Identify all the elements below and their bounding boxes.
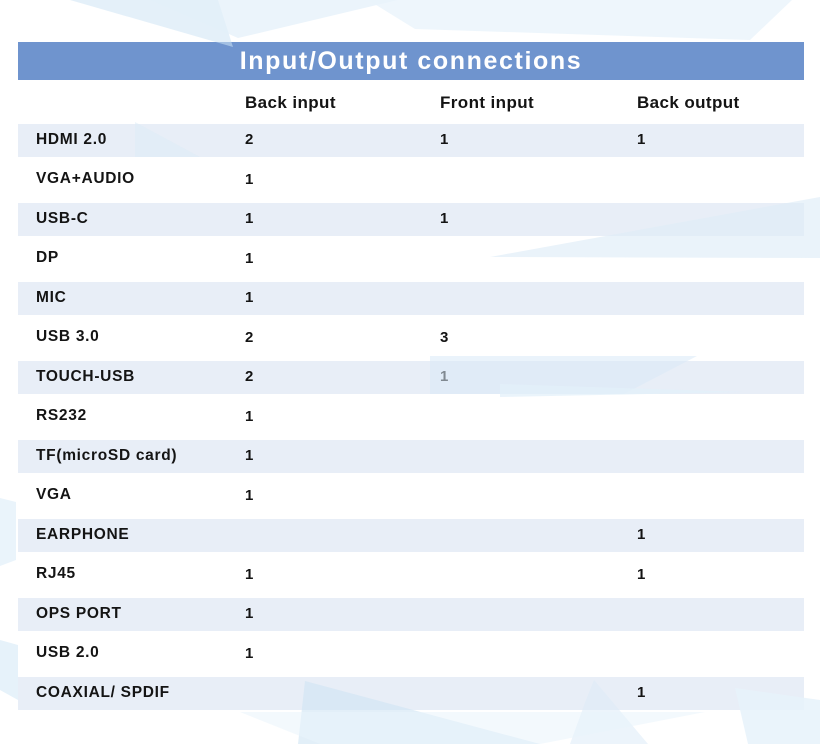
row-label: RJ45	[36, 565, 76, 583]
row-label: TOUCH-USB	[36, 367, 136, 385]
cell-back-input: 1	[245, 249, 254, 267]
watermark-triangle	[70, 0, 233, 47]
cell-back-input: 1	[245, 210, 254, 228]
row-label: OPS PORT	[36, 604, 122, 622]
column-header-back-input: Back input	[245, 93, 336, 112]
watermark-triangle	[368, 0, 792, 40]
cell-back-input: 1	[245, 170, 254, 188]
row-label: USB 2.0	[36, 644, 100, 662]
table-row: TF(microSD card) 1	[18, 436, 804, 476]
table-body: HDMI 2.0 2 1 1 VGA+AUDIO 1 USB-C 1 1 DP 1 MIC 1 USB 3…	[18, 120, 804, 713]
table-row: DP 1	[18, 239, 804, 279]
cell-back-output: 1	[637, 565, 646, 583]
cell-front-input: 3	[440, 328, 449, 346]
table-row: OPS PORT 1	[18, 594, 804, 634]
row-label: HDMI 2.0	[36, 130, 108, 148]
table-row: HDMI 2.0 2 1 1	[18, 120, 804, 160]
table-row: VGA 1	[18, 476, 804, 516]
cell-front-input: 1	[440, 210, 449, 228]
table-row: VGA+AUDIO 1	[18, 160, 804, 200]
row-label: TF(microSD card)	[36, 446, 178, 464]
row-label: VGA	[36, 486, 72, 504]
cell-back-output: 1	[637, 526, 646, 544]
cell-back-input: 1	[245, 407, 254, 425]
row-label: COAXIAL/ SPDIF	[36, 683, 170, 701]
column-header-front-input: Front input	[440, 93, 535, 112]
cell-back-input: 1	[245, 644, 254, 662]
watermark-triangle	[0, 498, 16, 566]
row-label: USB-C	[36, 209, 89, 227]
table-row: MIC 1	[18, 278, 804, 318]
row-label: USB 3.0	[36, 328, 100, 346]
cell-back-input: 1	[245, 289, 254, 307]
table-row: COAXIAL/ SPDIF 1	[18, 673, 804, 713]
watermark-triangle	[150, 0, 398, 38]
table-row: EARPHONE 1	[18, 515, 804, 555]
cell-back-input: 1	[245, 565, 254, 583]
cell-back-input: 2	[245, 131, 254, 149]
row-label: RS232	[36, 407, 87, 425]
row-label: EARPHONE	[36, 525, 130, 543]
table-row: RJ45 1 1	[18, 555, 804, 595]
table-row: USB 3.0 2 3	[18, 318, 804, 358]
cell-back-input: 1	[245, 486, 254, 504]
row-label: MIC	[36, 288, 67, 306]
watermark-triangle	[0, 640, 18, 700]
table-row: USB 2.0 1	[18, 634, 804, 674]
column-header-back-output: Back output	[637, 93, 740, 112]
cell-back-input: 1	[245, 447, 254, 465]
table-row: TOUCH-USB 2 1	[18, 357, 804, 397]
cell-back-input: 2	[245, 368, 254, 386]
table-header-row: Back input Front input Back output	[18, 88, 804, 118]
table-title-bar: Input/Output connections	[18, 42, 804, 80]
cell-front-input: 1	[440, 131, 449, 149]
watermark-triangle	[240, 712, 705, 744]
cell-back-input: 2	[245, 328, 254, 346]
cell-front-input: 1	[440, 368, 449, 386]
cell-back-output: 1	[637, 131, 646, 149]
page-title: Input/Output connections	[239, 46, 583, 75]
row-label: DP	[36, 249, 59, 267]
table-row: RS232 1	[18, 397, 804, 437]
cell-back-input: 1	[245, 605, 254, 623]
table-row: USB-C 1 1	[18, 199, 804, 239]
row-label: VGA+AUDIO	[36, 170, 135, 188]
cell-back-output: 1	[637, 684, 646, 702]
